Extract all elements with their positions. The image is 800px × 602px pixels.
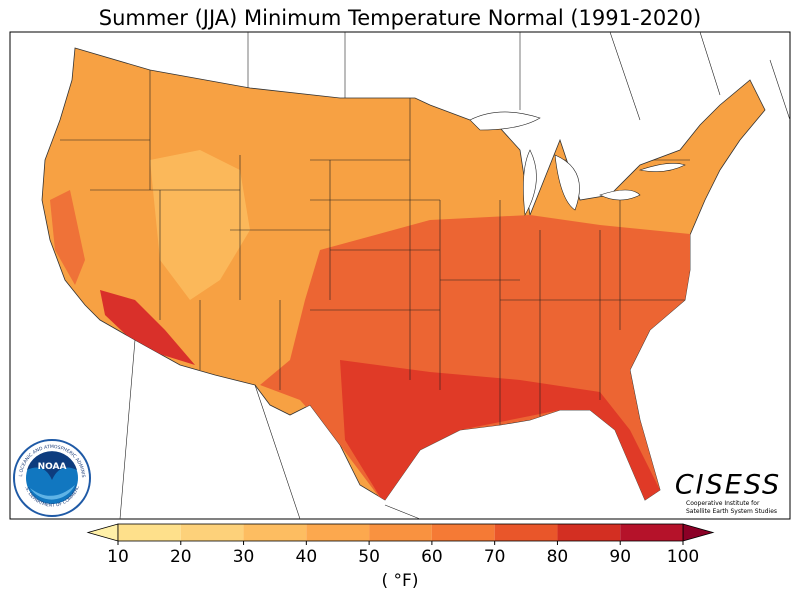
cisess-line: Cooperative Institute for	[686, 500, 760, 507]
colorbar-bin	[557, 524, 621, 541]
colorbar-bin	[118, 524, 181, 541]
colorbar-tick-label: 10	[107, 547, 129, 567]
colorbar-tick-label: 20	[170, 547, 192, 567]
colorbar-tick-label: 50	[358, 547, 380, 567]
colorbar-bin	[369, 524, 432, 541]
logo-top	[27, 451, 77, 480]
colorbar: 10 20 30 40 50 60 70 80 90 100	[86, 523, 715, 567]
colorbar-bin	[180, 524, 244, 541]
colorbar-tick-label: 40	[296, 547, 318, 567]
colorbar-tick-label: 80	[547, 547, 569, 567]
map-title: Summer (JJA) Minimum Temperature Normal …	[99, 6, 701, 30]
colorbar-tick-label: 60	[421, 547, 443, 567]
zone-valley	[50, 190, 85, 285]
colorbar-outline	[117, 523, 684, 542]
logo-name: NOAA	[38, 462, 67, 472]
neighbor-borders	[119, 31, 791, 520]
colorbar-tick-label: 70	[484, 547, 506, 567]
colorbar-tick-label: 90	[609, 547, 631, 567]
cisess-name: CISESS	[675, 470, 781, 501]
temperature-zones	[50, 150, 700, 500]
logo-wave	[30, 485, 75, 500]
colorbar-bin	[620, 524, 683, 541]
colorbar-extend-low	[86, 523, 119, 542]
zone-desert	[100, 290, 195, 365]
colorbar-bin	[431, 524, 495, 541]
zone-cool	[150, 150, 250, 300]
state-borders	[60, 70, 690, 430]
conus-map	[41, 31, 791, 520]
colorbar-bin	[306, 524, 370, 541]
colorbar-extend-high	[682, 523, 715, 542]
colorbar-tick-label: 30	[233, 547, 255, 567]
colorbar-bin	[494, 524, 558, 541]
colorbar-bin	[243, 524, 307, 541]
cisess-line: Satellite Earth System Studies	[686, 508, 777, 515]
zone-hot	[340, 360, 660, 500]
colorbar-tick-label: 100	[667, 547, 699, 567]
cisess-logo: CISESS Cooperative Institute for Satelli…	[675, 470, 781, 516]
colorbar-label: ( °F)	[382, 571, 419, 591]
